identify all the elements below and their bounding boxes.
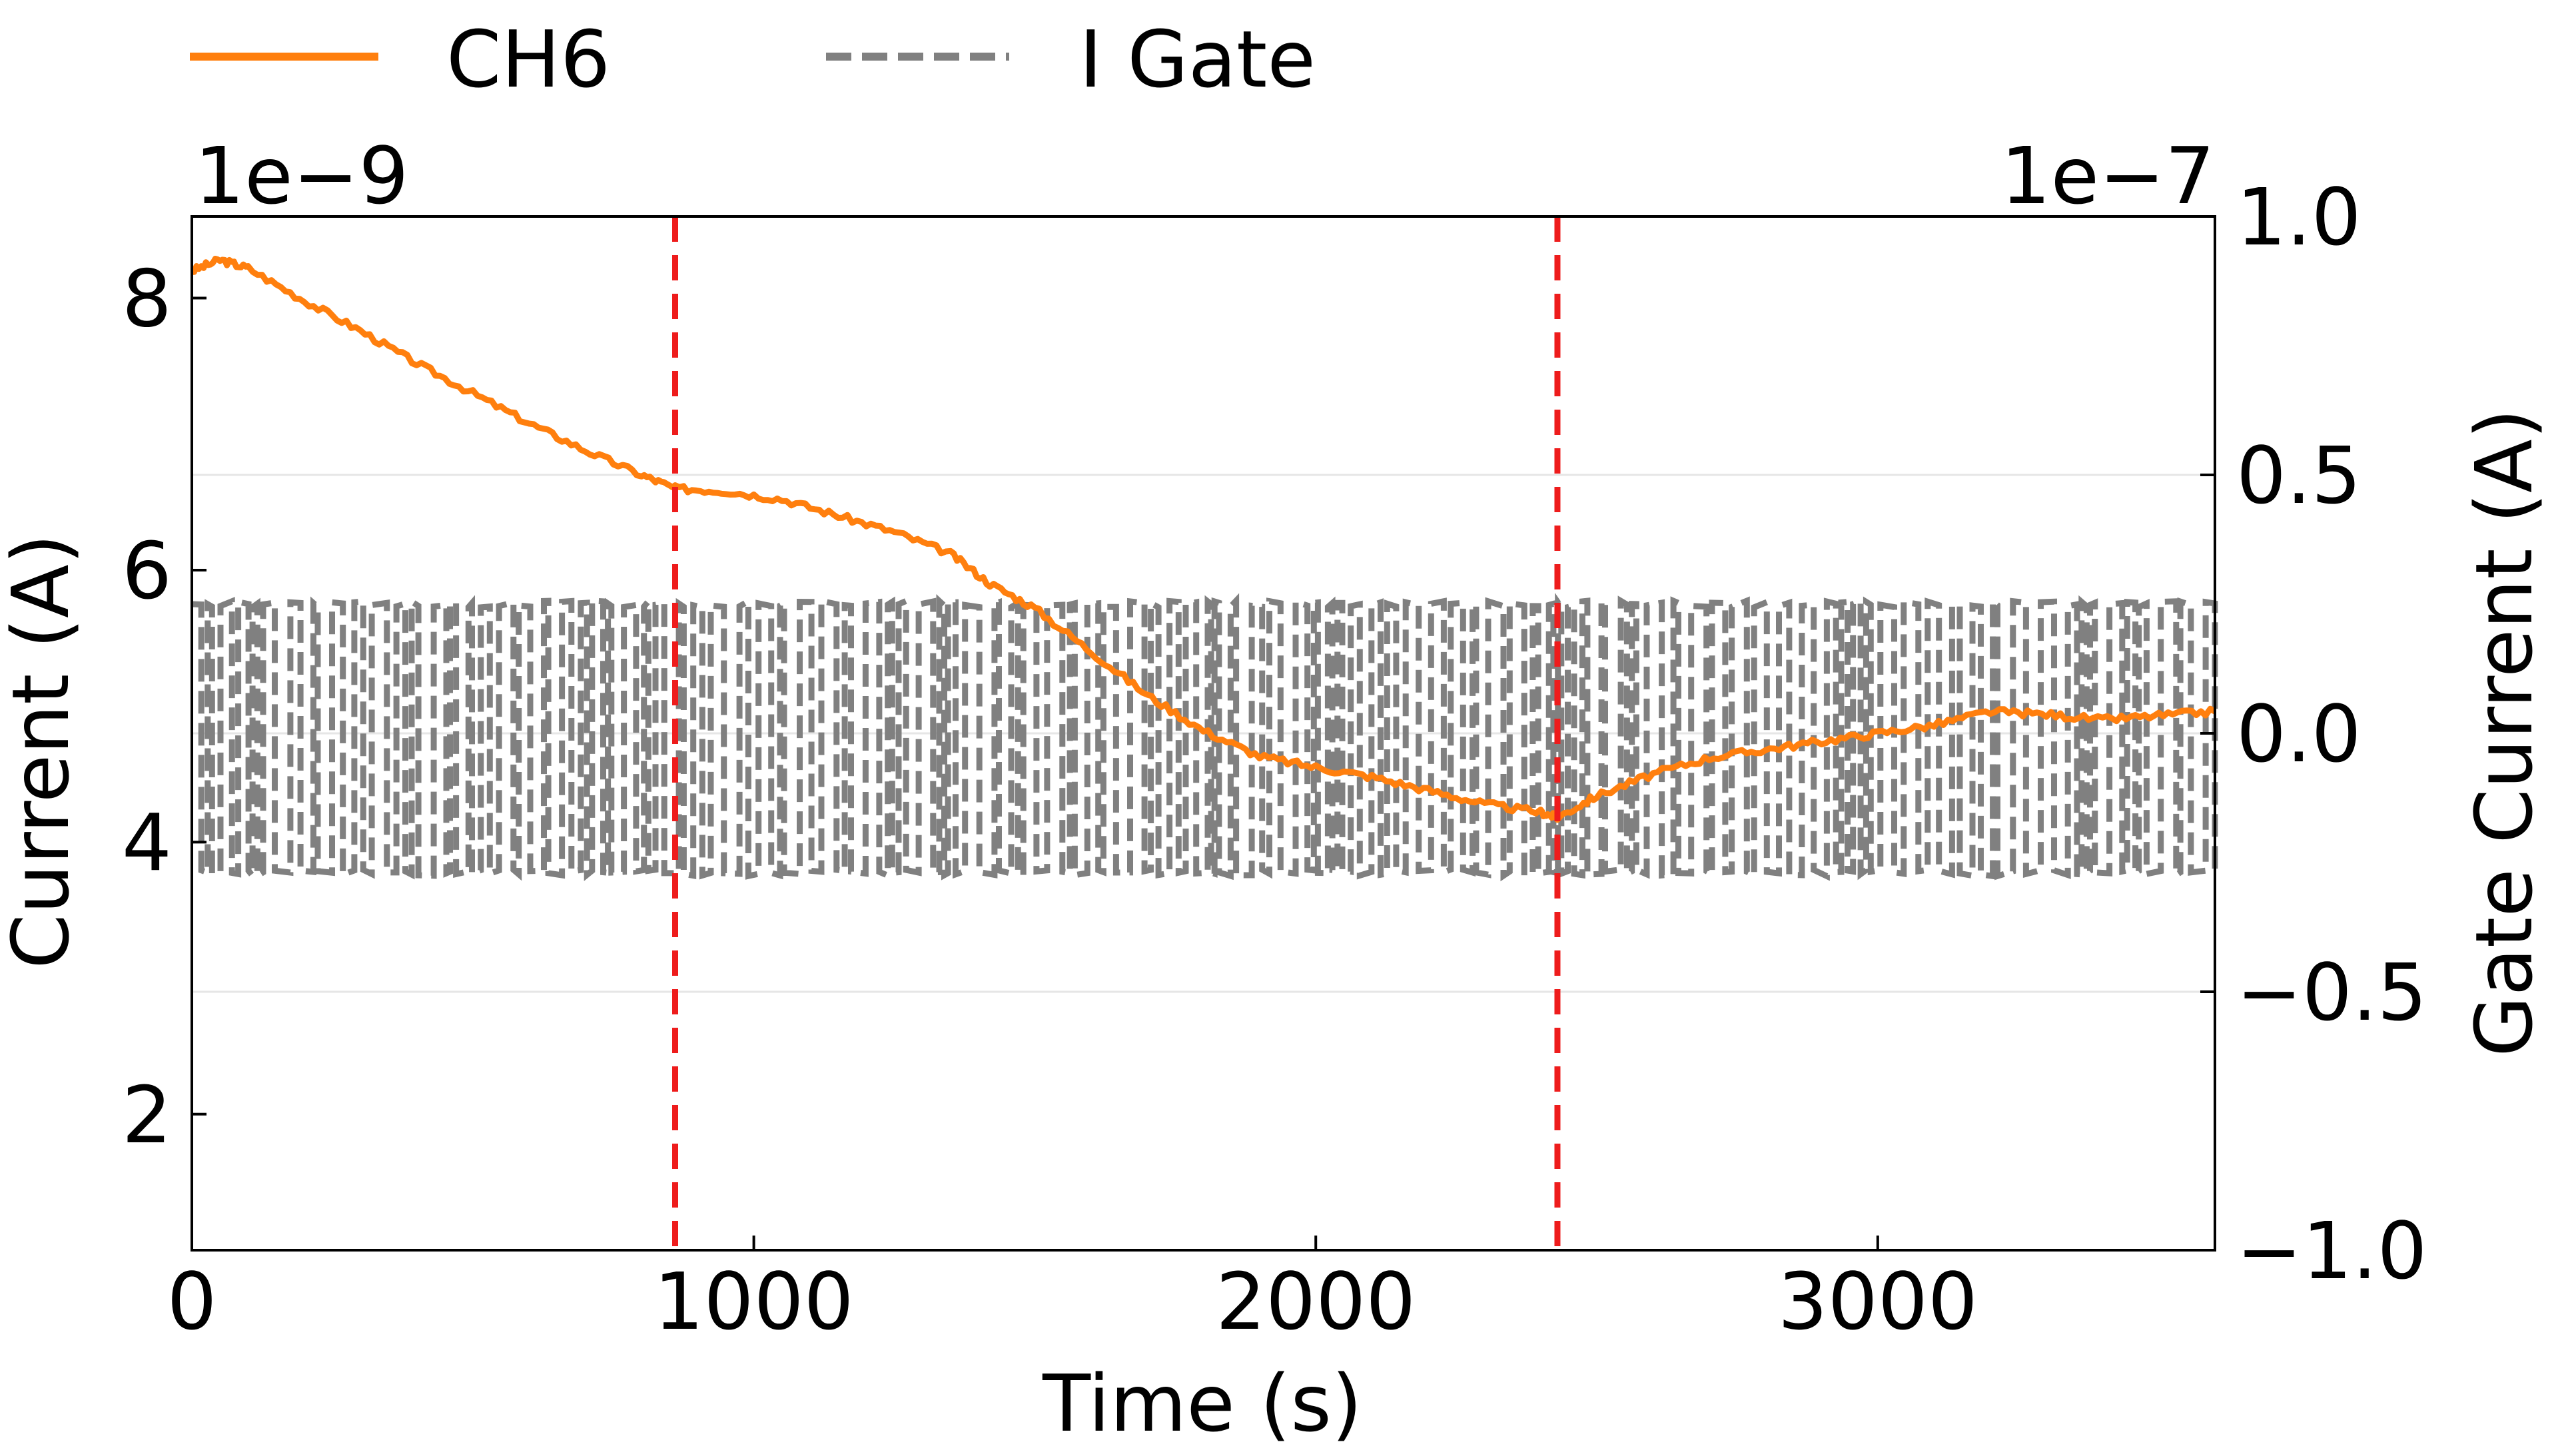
y2-offset-text: 1e−7 (2000, 130, 2215, 222)
y2-tick-label-0: −1.0 (2236, 1205, 2427, 1297)
y2-tick-label-1: −0.5 (2236, 946, 2427, 1038)
legend-label-ch6: CH6 (446, 13, 610, 105)
x-tick-label-1: 1000 (653, 1256, 853, 1347)
y-offset-text: 1e−9 (195, 130, 409, 222)
y-tick-label-1: 4 (122, 797, 172, 889)
legend: CH6 I Gate (190, 13, 1316, 105)
series-line-ch6 (191, 256, 2217, 823)
y-tick-label-3: 8 (122, 253, 172, 345)
x-tick-label-0: 0 (167, 1256, 216, 1347)
y2-axis-label: Gate Current (A) (2458, 408, 2550, 1057)
y2-tick-label-3: 0.5 (2236, 430, 2361, 522)
x-tick-label-2: 2000 (1216, 1256, 1416, 1347)
x-axis-label: Time (s) (1042, 1357, 1362, 1449)
y2-tick-label-2: 0.0 (2236, 688, 2361, 780)
series-line-igate (191, 592, 2218, 885)
y-axis-label: Current (A) (0, 534, 87, 969)
y-tick-label-2: 6 (122, 525, 172, 617)
plot-area: 0 1000 2000 3000 2 4 6 8 −1.0 −0.5 0.0 0.5 1.0 (122, 171, 2427, 1347)
x-tick-label-3: 3000 (1778, 1256, 1978, 1347)
y2-tick-label-4: 1.0 (2236, 171, 2361, 263)
legend-label-igate: I Gate (1079, 13, 1316, 105)
y-tick-label-0: 2 (122, 1069, 172, 1161)
